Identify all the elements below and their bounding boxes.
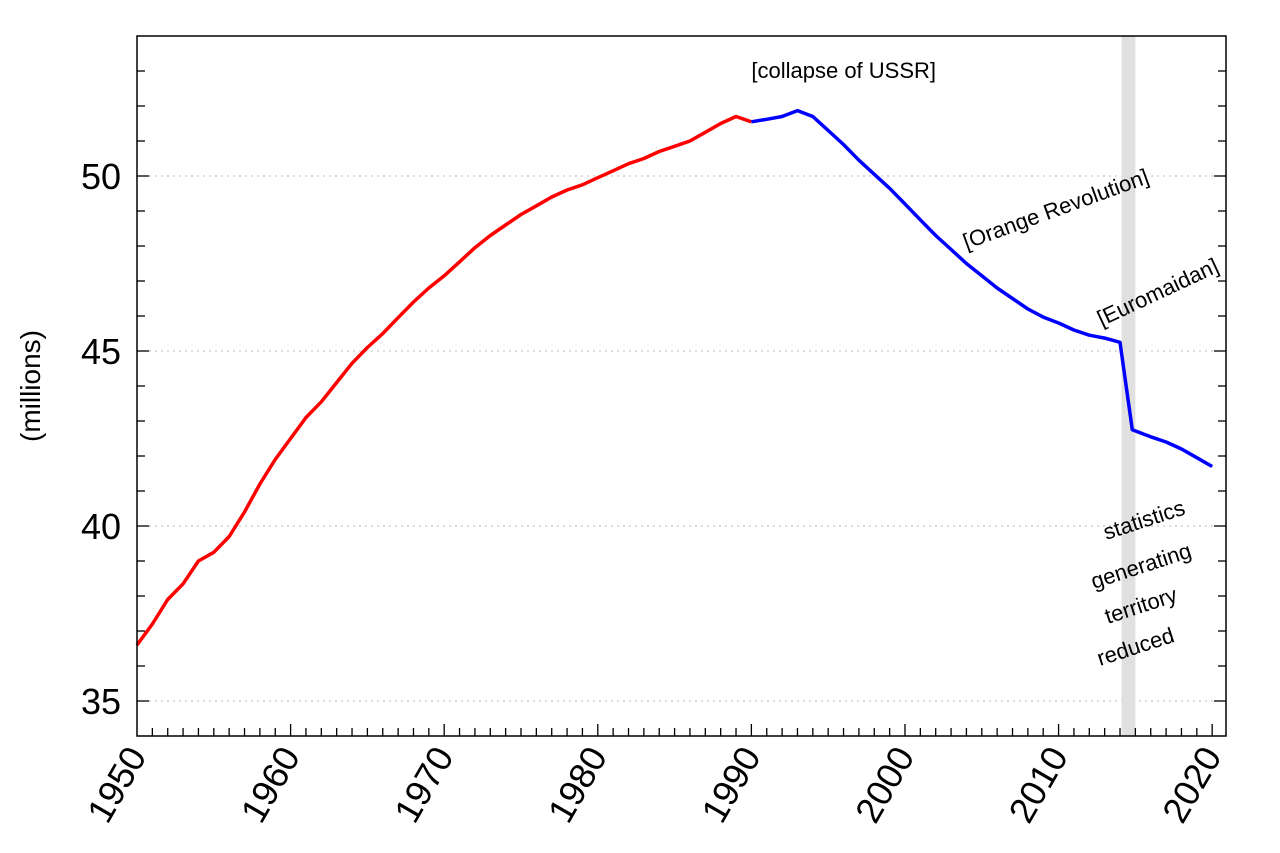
x-tick-label-2000: 2000 bbox=[847, 740, 923, 830]
y-tick-label-50: 50 bbox=[81, 156, 121, 197]
annotations: [collapse of USSR][Orange Revolution][Eu… bbox=[751, 58, 1222, 671]
x-tick-label-1980: 1980 bbox=[540, 740, 616, 830]
tick-labels: 35 40 45 50 1950 1960 1970 1980 1990 2000 2010 2020 bbox=[79, 156, 1230, 829]
annotation-4: generating bbox=[1088, 538, 1195, 594]
annotation-3: statistics bbox=[1100, 495, 1188, 545]
series-line-1 bbox=[751, 108, 1214, 469]
x-tick-label-1990: 1990 bbox=[693, 740, 769, 830]
x-tick-label-2010: 2010 bbox=[1000, 740, 1076, 830]
x-tick-label-1950: 1950 bbox=[79, 740, 155, 830]
y-tick-label-35: 35 bbox=[81, 681, 121, 722]
shaded-band-layer bbox=[1121, 36, 1136, 736]
annotation-0: [collapse of USSR] bbox=[751, 58, 936, 83]
x-tick-label-2020: 2020 bbox=[1154, 740, 1230, 830]
shaded-band bbox=[1121, 36, 1136, 736]
y-axis-label: (millions) bbox=[15, 330, 46, 442]
x-tick-label-1970: 1970 bbox=[386, 740, 462, 830]
annotation-6: reduced bbox=[1094, 622, 1177, 670]
y-tick-label-40: 40 bbox=[81, 506, 121, 547]
series-layer bbox=[135, 108, 1214, 647]
x-tick-label-1960: 1960 bbox=[232, 740, 308, 830]
axis-ticks bbox=[137, 70, 1226, 736]
plot-frame bbox=[136, 35, 1227, 737]
series-line-0 bbox=[135, 114, 752, 647]
annotation-2: [Euromaidan] bbox=[1093, 253, 1222, 331]
grid-lines bbox=[137, 175, 1226, 702]
y-tick-label-45: 45 bbox=[81, 331, 121, 372]
